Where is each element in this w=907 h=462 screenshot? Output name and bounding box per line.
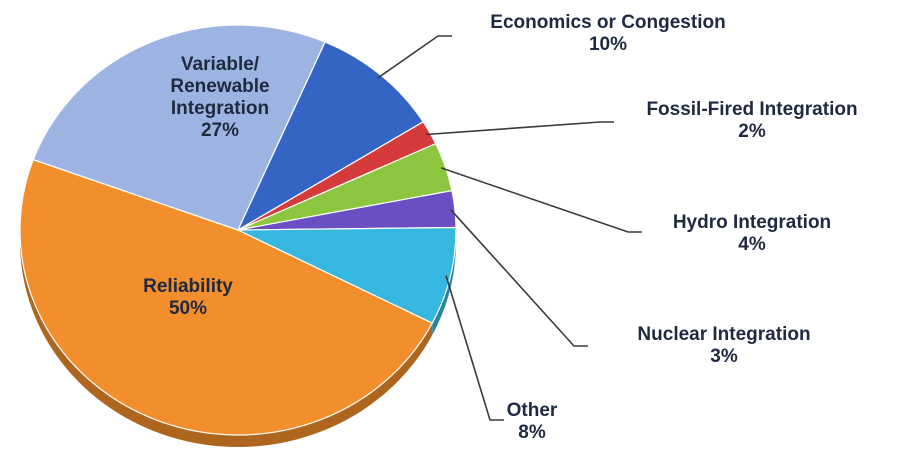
slice-side-other xyxy=(432,230,456,336)
slice-name-label: Variable/ xyxy=(181,54,260,75)
slice-economics-or-congestion xyxy=(236,41,425,232)
leader-line-nuclear-integration xyxy=(449,208,588,347)
slice-name-label: Renewable xyxy=(170,76,269,97)
slice-value-label: 50% xyxy=(169,298,207,319)
slice-variable-renewable-integration xyxy=(32,24,326,231)
leader-line-hydro-integration xyxy=(440,167,642,233)
pie-depth-layer xyxy=(19,230,456,447)
slice-label-hydro-integration: Hydro Integration 4% xyxy=(673,212,831,255)
slice-name-label: Fossil-Fired Integration xyxy=(646,99,857,120)
slice-label-other: Other 8% xyxy=(507,400,558,443)
slice-value-label: 27% xyxy=(201,120,239,141)
slice-name-label: Other xyxy=(507,400,558,421)
slice-name-label: Nuclear Integration xyxy=(637,324,810,345)
slice-labels: Reliability 50% Variable/Renewable Integrat… xyxy=(143,12,857,443)
slice-label-reliability: Reliability 50% xyxy=(143,276,233,319)
slice-other xyxy=(237,226,457,324)
slice-reliability xyxy=(19,158,434,436)
slice-value-label: 3% xyxy=(710,346,738,367)
leader-line-fossil-fired-integration xyxy=(425,121,614,136)
slice-name-label: Integration xyxy=(171,98,269,119)
leader-line-other xyxy=(445,275,504,421)
slice-name-label: Hydro Integration xyxy=(673,212,831,233)
slice-label-fossil-fired-integration: Fossil-Fired Integration 2% xyxy=(646,99,857,142)
slice-label-variable-renewable-integration: Variable/Renewable Integration 27% xyxy=(170,54,269,141)
slice-name-label: Reliability xyxy=(143,276,233,297)
slice-value-label: 8% xyxy=(518,422,546,443)
slice-name-label: Economics or Congestion xyxy=(490,12,725,33)
leader-lines xyxy=(377,35,642,421)
slice-value-label: 4% xyxy=(738,234,766,255)
slice-label-nuclear-integration: Nuclear Integration 3% xyxy=(637,324,810,367)
slice-value-label: 10% xyxy=(589,34,627,55)
pie-slices xyxy=(19,24,457,436)
leader-line-economics-or-congestion xyxy=(377,35,452,79)
slice-label-economics-or-congestion: Economics or Congestion 10% xyxy=(490,12,725,55)
slice-value-label: 2% xyxy=(738,121,766,142)
